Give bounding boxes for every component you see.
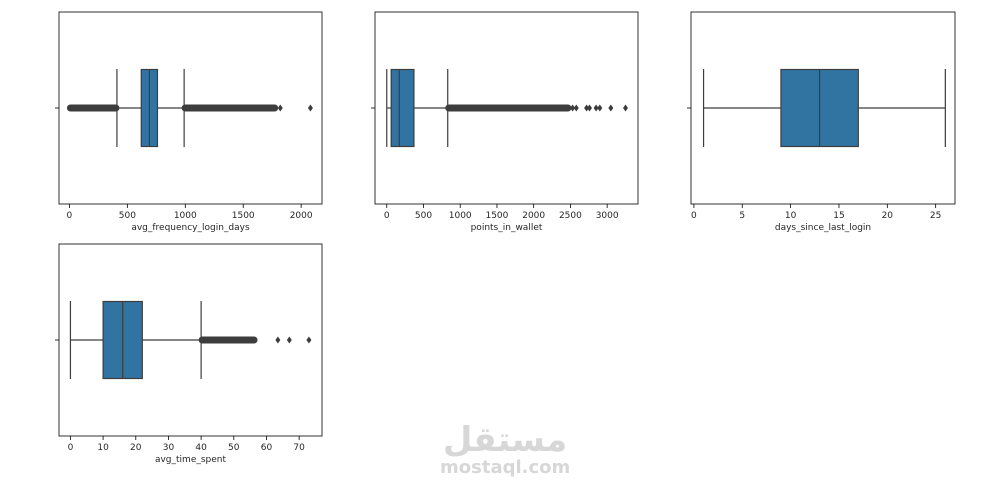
outlier-point: [277, 104, 283, 112]
outlier-point: [275, 336, 281, 344]
x-tick-label: 0: [384, 211, 390, 221]
x-axis-label: avg_frequency_login_days: [131, 223, 250, 233]
box-plot-avg-frequency-login-days: 0 500 1000 1500 2000 avg_frequency_login_days: [55, 11, 323, 233]
x-tick-label: 0: [68, 443, 74, 453]
box-plot-avg-time-spent: 0 10 20 30 40 50 60 70 avg_time_spent: [55, 243, 323, 465]
x-tick-label: 15: [833, 211, 844, 221]
outlier-point: [593, 104, 599, 112]
x-tick-label: 2000: [290, 211, 313, 221]
x-tick-label: 10: [97, 443, 109, 453]
x-tick-label: 20: [130, 443, 142, 453]
x-tick-label: 1000: [174, 211, 197, 221]
x-axis-label: points_in_wallet: [471, 223, 543, 233]
x-tick-label: 2500: [559, 211, 582, 221]
x-tick-label: 500: [415, 211, 432, 221]
outlier-point: [597, 104, 603, 112]
outlier-point: [584, 104, 590, 112]
x-tick-label: 1500: [485, 211, 508, 221]
outlier-point: [286, 336, 292, 344]
x-tick-label: 50: [228, 443, 240, 453]
outlier-cluster: [198, 336, 258, 344]
outlier-point: [570, 104, 576, 112]
x-axis-label: avg_time_spent: [155, 455, 227, 465]
outlier-point: [573, 104, 579, 112]
box-plot-days-since-last-login: 0 5 10 15 20 25 days_since_last_login: [687, 11, 956, 233]
outlier-point: [307, 104, 313, 112]
outlier-point: [608, 104, 614, 112]
outlier-cluster: [66, 104, 120, 112]
outlier-cluster: [181, 104, 279, 112]
x-tick-label: 70: [293, 443, 305, 453]
x-tick-label: 20: [882, 211, 894, 221]
x-tick-label: 500: [119, 211, 136, 221]
x-tick-label: 30: [163, 443, 175, 453]
outlier-point: [587, 104, 593, 112]
x-tick-label: 1500: [232, 211, 255, 221]
x-tick-label: 40: [195, 443, 207, 453]
x-tick-label: 0: [691, 211, 697, 221]
x-tick-label: 1000: [449, 211, 472, 221]
x-tick-label: 2000: [522, 211, 545, 221]
x-tick-label: 5: [739, 211, 745, 221]
x-tick-label: 3000: [596, 211, 619, 221]
x-axis-label: days_since_last_login: [775, 223, 871, 233]
box-plot-points-in-wallet: 0 500 1000 1500 2000 2500 3000 points_in_wallet: [371, 11, 639, 233]
outlier-point: [623, 104, 629, 112]
x-tick-label: 10: [785, 211, 797, 221]
iqr-box: [390, 68, 415, 148]
x-tick-label: 25: [930, 211, 941, 221]
outlier-cluster: [445, 104, 572, 112]
x-tick-label: 0: [67, 211, 73, 221]
outlier-point: [306, 336, 312, 344]
x-tick-label: 60: [261, 443, 273, 453]
